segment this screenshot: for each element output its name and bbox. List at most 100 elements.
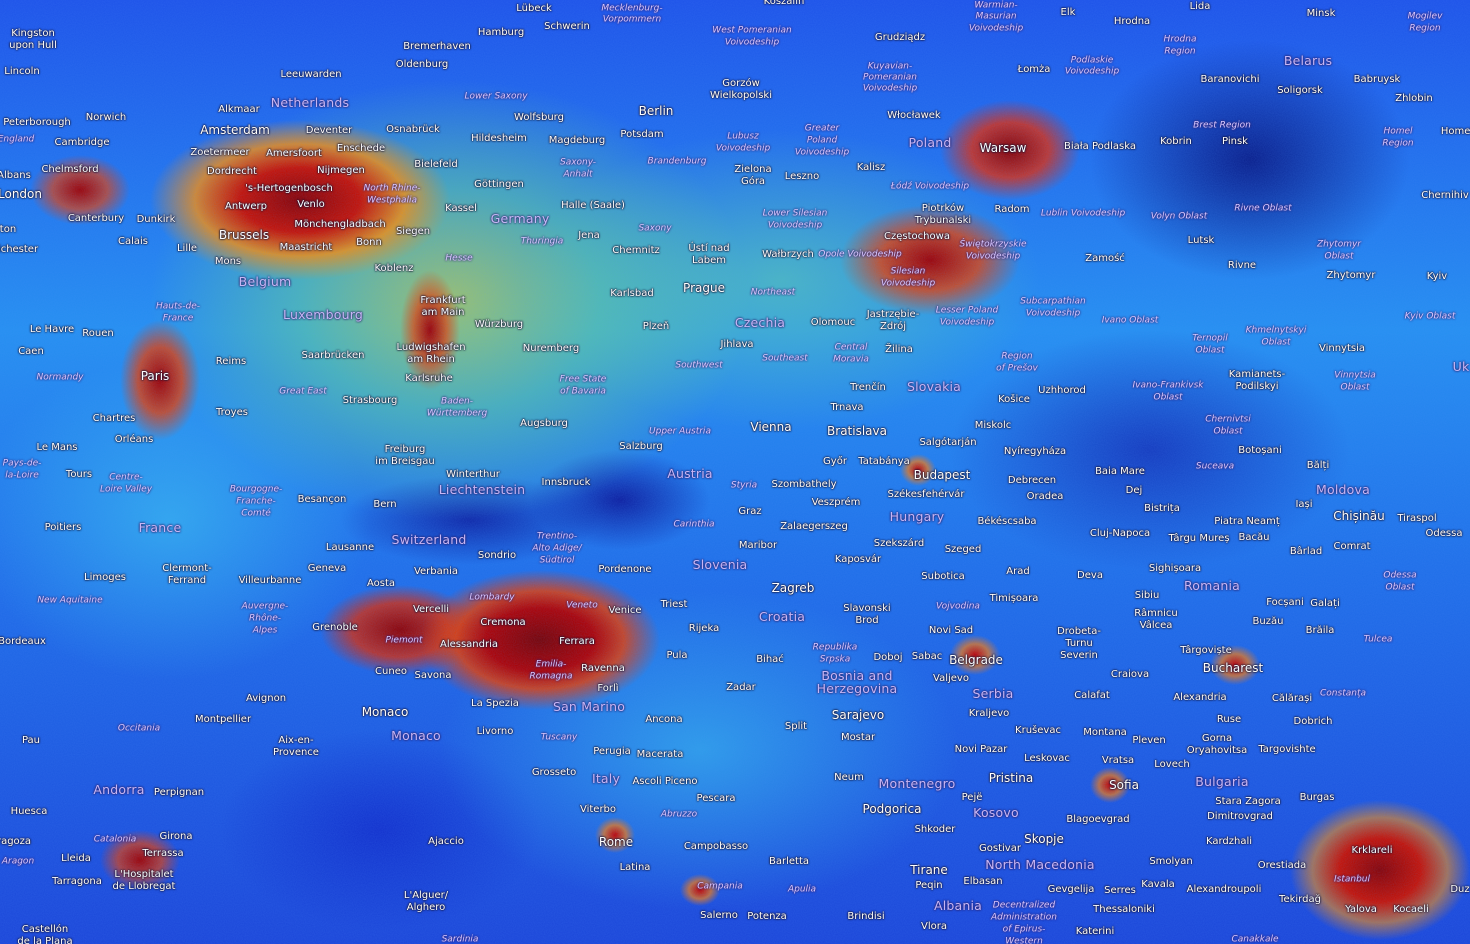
city-label[interactable]: Canterbury [67,213,125,224]
city-label[interactable]: Baia Mare [1095,466,1145,477]
city-label[interactable]: Călărași [1271,693,1313,704]
city-label[interactable]: Viterbo [579,804,617,815]
city-label[interactable]: Bielefeld [414,159,458,170]
city-label[interactable]: Zadar [726,682,756,693]
city-label[interactable]: Besançon [297,494,347,505]
city-label[interactable]: Rivne [1227,260,1257,271]
city-label[interactable]: Slavonski [843,603,891,614]
city-label[interactable]: Lübeck [516,3,552,14]
city-label[interactable]: Alghero [406,902,446,913]
city-label[interactable]: Novi Sad [928,625,974,636]
city-label[interactable]: Radom [994,204,1030,215]
city-label[interactable]: de Llobregat [112,881,176,892]
city-label[interactable]: am Rhein [407,354,455,365]
city-label[interactable]: Cremona [480,617,526,628]
city-label[interactable]: Aix-en- [278,735,314,746]
city-label[interactable]: Timișoara [989,593,1039,604]
city-label[interactable]: Strasbourg [342,395,398,406]
city-label[interactable]: Valjevo [933,673,969,684]
city-label[interactable]: Chartres [92,413,136,424]
city-label[interactable]: Pordenone [598,564,652,575]
city-label[interactable]: Salzburg [619,441,663,452]
city-label[interactable]: Macerata [636,749,684,760]
city-label[interactable]: Magdeburg [548,135,606,146]
city-label[interactable]: Dunkirk [136,214,176,225]
city-label[interactable]: Reims [215,356,247,367]
city-label[interactable]: Nijmegen [317,165,365,176]
city-label[interactable]: Girona [159,831,193,842]
city-label[interactable]: Lincoln [4,66,40,77]
city-label[interactable]: Łomża [1017,64,1051,75]
city-label[interactable]: Olomouc [810,317,856,328]
city-label[interactable]: Zdrój [880,321,906,332]
city-label[interactable]: Pescara [696,793,736,804]
city-label[interactable]: Plzeň [642,321,670,332]
city-label[interactable]: Le Mans [36,442,78,453]
city-label[interactable]: Focșani [1266,597,1304,608]
city-label[interactable]: London [0,187,42,201]
city-label[interactable]: Graz [738,506,762,517]
city-label[interactable]: Tirane [910,863,948,877]
city-label[interactable]: Pristina [988,771,1034,785]
city-label[interactable]: Dej [1125,485,1143,496]
city-label[interactable]: Monaco [361,705,409,719]
city-label[interactable]: Vlora [921,921,947,932]
city-label[interactable]: Warsaw [979,141,1027,155]
city-label[interactable]: Dobrich [1293,716,1333,727]
city-label[interactable]: Rouen [82,328,114,339]
city-label[interactable]: Arad [1006,566,1030,577]
city-label[interactable]: Calafat [1074,690,1110,701]
city-label[interactable]: Deventer [305,125,353,136]
city-label[interactable]: Peterborough [3,117,71,128]
city-label[interactable]: Ascoli Piceno [632,776,698,787]
city-label[interactable]: Troyes [216,407,248,418]
city-label[interactable]: Augsburg [520,418,568,429]
city-label[interactable]: Botoșani [1238,445,1282,456]
city-label[interactable]: Salerno [700,910,738,921]
city-label[interactable]: Ferrand [167,575,207,586]
city-label[interactable]: Dordrecht [207,166,257,177]
city-label[interactable]: Elbasan [963,876,1003,887]
city-label[interactable]: Sighișoara [1148,563,1202,574]
city-label[interactable]: Tarragona [52,876,102,887]
city-label[interactable]: Biała Podlaska [1064,141,1136,152]
city-label[interactable]: Grenoble [312,622,358,633]
city-label[interactable]: Babruysk [1353,74,1401,85]
city-label[interactable]: Cluj-Napoca [1089,528,1151,539]
city-label[interactable]: Szeged [944,544,982,555]
city-label[interactable]: Belgrade [949,653,1003,667]
city-label[interactable]: Targovishte [1258,744,1316,755]
city-label[interactable]: Perpignan [153,787,205,798]
city-label[interactable]: Zielona [734,164,772,175]
city-label[interactable]: Antwerp [225,201,267,212]
city-label[interactable]: Terrassa [142,848,184,859]
city-label[interactable]: Szekszárd [873,538,925,549]
city-label[interactable]: Montana [1083,727,1127,738]
city-label[interactable]: Deva [1077,570,1103,581]
city-label[interactable]: Tiraspol [1397,513,1437,524]
city-label[interactable]: Galați [1310,598,1340,609]
city-label[interactable]: Hrodna [1113,16,1151,27]
city-label[interactable]: Siegen [395,226,431,237]
city-label[interactable]: Oradea [1026,491,1064,502]
city-label[interactable]: Duz [1450,884,1470,895]
city-label[interactable]: Le Havre [29,324,75,335]
city-label[interactable]: L'Alguer/ [403,890,449,901]
city-label[interactable]: Halle (Saale) [561,200,625,211]
city-label[interactable]: Ravenna [581,663,625,674]
city-label[interactable]: Novi Pazar [954,744,1008,755]
city-label[interactable]: Leeuwarden [280,69,342,80]
city-label[interactable]: Prague [683,281,725,295]
city-label[interactable]: Kocaeli [1393,904,1429,915]
city-label[interactable]: Szombathely [771,479,837,490]
city-label[interactable]: Winterthur [446,469,500,480]
city-label[interactable]: Peqin [915,880,943,891]
city-label[interactable]: Kalisz [856,162,886,173]
city-label[interactable]: Ferrara [559,636,595,647]
city-label[interactable]: Zhytomyr [1326,270,1376,281]
city-label[interactable]: Grosseto [531,767,577,778]
city-label[interactable]: Hamburg [477,27,525,38]
city-label[interactable]: Ústí nad [688,243,730,254]
city-label[interactable]: ichester [0,244,39,255]
